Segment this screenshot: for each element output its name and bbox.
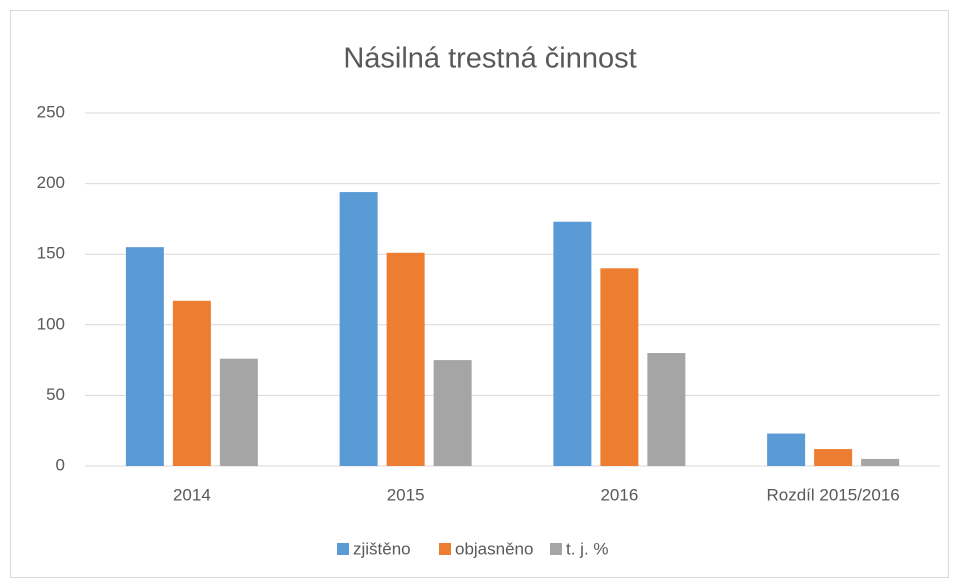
x-tick-label: 2016 (600, 485, 638, 504)
bar (767, 433, 806, 466)
y-tick-label: 50 (46, 385, 65, 404)
y-tick-label: 250 (37, 102, 65, 121)
bar (861, 458, 900, 466)
bar (219, 358, 258, 466)
y-tick-label: 0 (56, 455, 65, 474)
chart-title: Násilná trestná činnost (343, 43, 636, 75)
bar (647, 353, 686, 466)
x-tick-label: 2015 (387, 485, 425, 504)
bar (814, 449, 853, 466)
y-tick-label: 100 (37, 314, 65, 333)
legend-swatch (337, 543, 349, 555)
bar (172, 300, 211, 466)
x-tick-label: Rozdíl 2015/2016 (766, 485, 899, 504)
bar (600, 268, 639, 466)
legend-swatch (550, 543, 562, 555)
x-tick-label: 2014 (173, 485, 211, 504)
bar (386, 252, 425, 466)
bar (125, 247, 164, 466)
bar (339, 192, 378, 466)
legend-label: zjištěno (353, 539, 411, 558)
bar (433, 360, 472, 466)
legend-label: t. j. % (566, 539, 609, 558)
bar (553, 221, 592, 466)
y-tick-label: 200 (37, 173, 65, 192)
legend-label: objasněno (455, 539, 533, 558)
y-tick-label: 150 (37, 244, 65, 263)
legend-swatch (439, 543, 451, 555)
chart-frame (10, 10, 949, 578)
